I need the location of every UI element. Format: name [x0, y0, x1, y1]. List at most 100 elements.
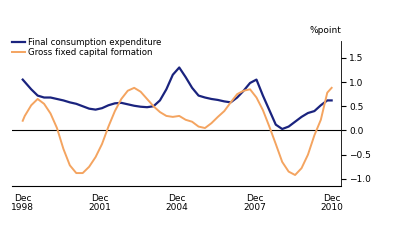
- Final consumption expenditure: [151, 105, 156, 108]
- Gross fixed capital formation: [267, 125, 272, 128]
- Gross fixed capital formation: [209, 122, 214, 125]
- Final consumption expenditure: [100, 107, 104, 110]
- Final consumption expenditure: [241, 89, 246, 92]
- Gross fixed capital formation: [106, 125, 111, 128]
- Gross fixed capital formation: [20, 119, 25, 122]
- Final consumption expenditure: [299, 116, 304, 118]
- Gross fixed capital formation: [87, 165, 92, 168]
- Gross fixed capital formation: [248, 88, 252, 91]
- Final consumption expenditure: [61, 99, 66, 102]
- Gross fixed capital formation: [61, 148, 66, 150]
- Gross fixed capital formation: [67, 164, 72, 167]
- Gross fixed capital formation: [235, 93, 239, 96]
- Gross fixed capital formation: [202, 127, 207, 129]
- Gross fixed capital formation: [196, 125, 201, 128]
- Gross fixed capital formation: [132, 86, 137, 89]
- Final consumption expenditure: [280, 128, 285, 130]
- Final consumption expenditure: [145, 106, 149, 109]
- Final consumption expenditure: [318, 104, 323, 107]
- Gross fixed capital formation: [325, 91, 330, 94]
- Gross fixed capital formation: [93, 156, 98, 158]
- Final consumption expenditure: [106, 104, 111, 107]
- Gross fixed capital formation: [145, 98, 149, 100]
- Final consumption expenditure: [196, 94, 201, 97]
- Final consumption expenditure: [202, 96, 207, 99]
- Line: Gross fixed capital formation: Gross fixed capital formation: [23, 88, 331, 175]
- Final consumption expenditure: [67, 101, 72, 104]
- Gross fixed capital formation: [29, 104, 34, 107]
- Final consumption expenditure: [42, 96, 46, 99]
- Final consumption expenditure: [177, 66, 181, 69]
- Final consumption expenditure: [312, 110, 317, 112]
- Gross fixed capital formation: [151, 105, 156, 108]
- Final consumption expenditure: [74, 102, 79, 105]
- Final consumption expenditure: [80, 105, 85, 108]
- Final consumption expenditure: [35, 94, 40, 97]
- Gross fixed capital formation: [164, 115, 169, 117]
- Gross fixed capital formation: [177, 115, 181, 117]
- Gross fixed capital formation: [35, 98, 40, 100]
- Final consumption expenditure: [329, 99, 334, 102]
- Gross fixed capital formation: [228, 101, 233, 104]
- Gross fixed capital formation: [216, 116, 220, 118]
- Gross fixed capital formation: [183, 118, 188, 121]
- Final consumption expenditure: [190, 86, 195, 89]
- Gross fixed capital formation: [241, 89, 246, 92]
- Gross fixed capital formation: [260, 109, 265, 111]
- Gross fixed capital formation: [306, 153, 310, 156]
- Final consumption expenditure: [274, 123, 278, 126]
- Gross fixed capital formation: [299, 167, 304, 170]
- Gross fixed capital formation: [42, 102, 46, 105]
- Gross fixed capital formation: [48, 112, 53, 115]
- Final consumption expenditure: [20, 78, 25, 81]
- Final consumption expenditure: [306, 112, 310, 114]
- Gross fixed capital formation: [80, 172, 85, 174]
- Gross fixed capital formation: [170, 116, 175, 118]
- Gross fixed capital formation: [138, 90, 143, 93]
- Line: Final consumption expenditure: Final consumption expenditure: [23, 67, 331, 129]
- Gross fixed capital formation: [318, 118, 323, 121]
- Final consumption expenditure: [164, 88, 169, 91]
- Final consumption expenditure: [132, 104, 137, 107]
- Final consumption expenditure: [260, 94, 265, 97]
- Final consumption expenditure: [293, 120, 297, 123]
- Final consumption expenditure: [286, 125, 291, 128]
- Gross fixed capital formation: [274, 143, 278, 145]
- Gross fixed capital formation: [125, 89, 130, 92]
- Gross fixed capital formation: [329, 86, 334, 89]
- Gross fixed capital formation: [280, 160, 285, 163]
- Final consumption expenditure: [125, 103, 130, 106]
- Gross fixed capital formation: [158, 111, 162, 114]
- Legend: Final consumption expenditure, Gross fixed capital formation: Final consumption expenditure, Gross fix…: [12, 38, 162, 57]
- Gross fixed capital formation: [286, 170, 291, 173]
- Final consumption expenditure: [158, 99, 162, 102]
- Final consumption expenditure: [87, 107, 92, 110]
- Gross fixed capital formation: [54, 127, 59, 129]
- Final consumption expenditure: [248, 82, 252, 84]
- Gross fixed capital formation: [100, 143, 104, 145]
- Gross fixed capital formation: [312, 134, 317, 137]
- Gross fixed capital formation: [74, 172, 79, 174]
- Final consumption expenditure: [54, 98, 59, 100]
- Final consumption expenditure: [138, 105, 143, 108]
- Final consumption expenditure: [216, 99, 220, 101]
- Gross fixed capital formation: [190, 120, 195, 123]
- Final consumption expenditure: [325, 99, 330, 102]
- Final consumption expenditure: [29, 88, 34, 91]
- Gross fixed capital formation: [22, 115, 27, 117]
- Text: %point: %point: [310, 26, 341, 35]
- Final consumption expenditure: [267, 109, 272, 111]
- Final consumption expenditure: [254, 78, 259, 81]
- Final consumption expenditure: [235, 96, 239, 99]
- Final consumption expenditure: [183, 76, 188, 79]
- Gross fixed capital formation: [119, 98, 124, 100]
- Final consumption expenditure: [48, 96, 53, 99]
- Final consumption expenditure: [112, 102, 117, 105]
- Gross fixed capital formation: [112, 110, 117, 112]
- Final consumption expenditure: [222, 100, 227, 103]
- Final consumption expenditure: [119, 101, 124, 104]
- Gross fixed capital formation: [254, 96, 259, 99]
- Final consumption expenditure: [170, 73, 175, 76]
- Final consumption expenditure: [228, 101, 233, 104]
- Gross fixed capital formation: [222, 110, 227, 112]
